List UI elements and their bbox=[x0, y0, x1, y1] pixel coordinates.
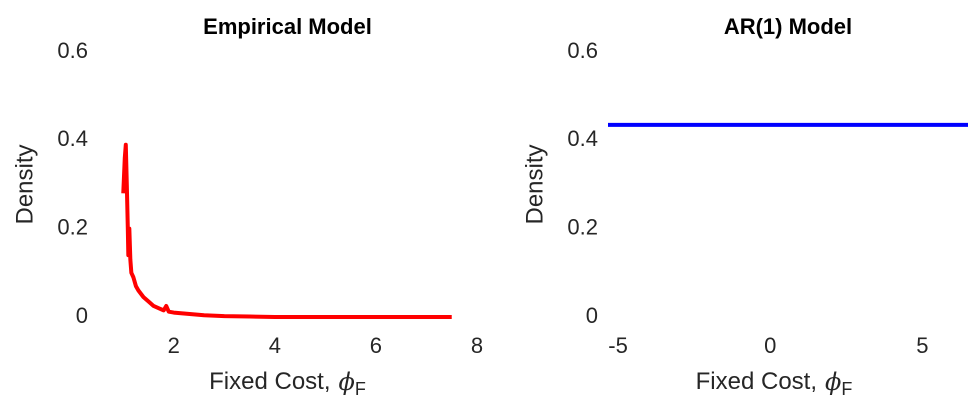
y-tick-label: 0.4 bbox=[567, 126, 598, 151]
y-tick-label: 0 bbox=[586, 303, 598, 328]
y-axis-label: Density bbox=[11, 144, 38, 224]
x-tick-label: 2 bbox=[168, 333, 180, 358]
x-tick-label: -5 bbox=[608, 333, 628, 358]
data-line bbox=[121, 142, 452, 319]
chart-title: AR(1) Model bbox=[724, 14, 852, 39]
x-tick-label: 8 bbox=[471, 333, 483, 358]
x-tick-label: 5 bbox=[916, 333, 928, 358]
y-tick-label: 0 bbox=[76, 303, 88, 328]
x-tick-label: 0 bbox=[764, 333, 776, 358]
x-tick-label: 4 bbox=[269, 333, 281, 358]
x-axis-label: Fixed Cost, ϕF bbox=[209, 368, 366, 399]
x-label-text: Fixed Cost, bbox=[209, 368, 330, 395]
x-tick-label: 6 bbox=[370, 333, 382, 358]
x-axis-label: Fixed Cost, ϕF bbox=[696, 368, 853, 399]
x-label-symbol: ϕ bbox=[339, 368, 355, 396]
x-label-subscript: F bbox=[841, 379, 852, 399]
chart-title: Empirical Model bbox=[203, 14, 372, 39]
x-label-text: Fixed Cost, bbox=[696, 368, 817, 395]
x-label-subscript: F bbox=[355, 379, 366, 399]
y-tick-label: 0.2 bbox=[57, 214, 88, 239]
y-tick-label: 0.6 bbox=[57, 38, 88, 63]
y-axis-label: Density bbox=[521, 144, 548, 224]
y-tick-label: 0.4 bbox=[57, 126, 88, 151]
y-tick-label: 0.6 bbox=[567, 38, 598, 63]
x-label-symbol: ϕ bbox=[825, 368, 841, 396]
y-tick-label: 0.2 bbox=[567, 214, 598, 239]
